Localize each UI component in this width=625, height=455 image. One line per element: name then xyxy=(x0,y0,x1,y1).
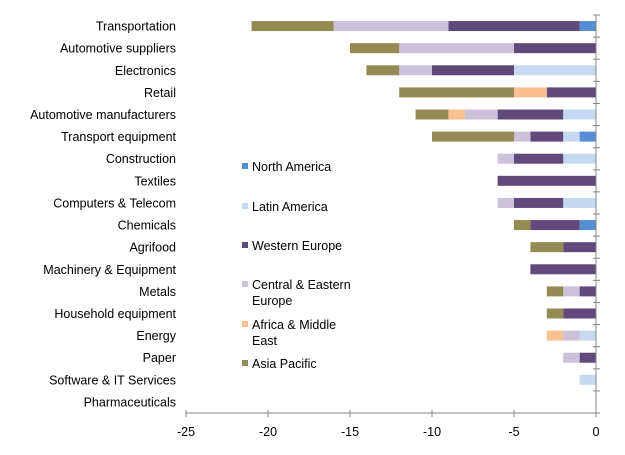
bar-segment xyxy=(497,153,514,164)
bar-segment xyxy=(514,197,564,208)
category-label: Construction xyxy=(106,152,176,166)
bar-segment xyxy=(530,242,564,253)
bar-segment xyxy=(530,131,564,142)
bar-segment xyxy=(399,43,514,54)
category-label: Textiles xyxy=(134,174,176,188)
category-label: Electronics xyxy=(115,64,176,78)
category-label: Machinery & Equipment xyxy=(43,263,176,277)
bar-segment xyxy=(546,330,564,341)
category-label: Chemicals xyxy=(118,219,176,233)
bar-segment xyxy=(563,286,580,297)
bar-segment xyxy=(366,65,400,76)
x-tick-label: -10 xyxy=(423,425,441,439)
legend-swatch xyxy=(242,321,248,327)
category-label: Paper xyxy=(143,351,176,365)
bar-segment xyxy=(514,65,596,76)
bar-segment xyxy=(579,352,596,363)
category-label: Automotive suppliers xyxy=(60,42,176,56)
legend-swatch xyxy=(242,163,248,169)
bar-segment xyxy=(579,374,596,385)
category-label: Automotive manufacturers xyxy=(30,108,176,122)
legend-label: Latin America xyxy=(252,200,328,214)
bar-segment xyxy=(546,308,564,319)
bar-segment xyxy=(563,197,596,208)
x-tick-label: 0 xyxy=(593,425,600,439)
category-label: Agrifood xyxy=(129,241,176,255)
bar-segment xyxy=(563,109,596,120)
category-label: Retail xyxy=(144,86,176,100)
bar-segment xyxy=(514,87,547,98)
category-label: Transport equipment xyxy=(61,130,176,144)
bar-segment xyxy=(563,308,596,319)
category-label: Transportation xyxy=(96,20,176,34)
bar-segment xyxy=(415,109,449,120)
bar-segment xyxy=(563,352,580,363)
bar-segment xyxy=(563,330,580,341)
legend-label: East xyxy=(252,334,278,348)
legend-label: Western Europe xyxy=(252,239,342,253)
bar-segment xyxy=(448,109,465,120)
bar-segment xyxy=(514,220,531,231)
bar-segment xyxy=(579,330,596,341)
category-label: Household equipment xyxy=(54,307,176,321)
bar-segment xyxy=(497,175,596,186)
legend-label: Africa & Middle xyxy=(252,318,336,332)
legend-swatch xyxy=(242,360,248,366)
category-label: Computers & Telecom xyxy=(53,196,176,210)
bar-segment xyxy=(514,153,564,164)
category-label: Metals xyxy=(139,285,176,299)
bar-segment xyxy=(432,131,514,142)
bar-segment xyxy=(579,220,596,231)
bar-segment xyxy=(563,153,596,164)
bar-segment xyxy=(432,65,514,76)
bar-segment xyxy=(530,264,596,275)
bar-segment xyxy=(546,286,564,297)
bar-segment xyxy=(399,87,514,98)
x-tick-label: -25 xyxy=(177,425,195,439)
bar-segment xyxy=(448,21,580,32)
bar-segment xyxy=(251,21,334,32)
legend-label: Asia Pacific xyxy=(252,357,317,371)
bar-segment xyxy=(530,220,580,231)
legend-label: Central & Eastern xyxy=(252,278,351,292)
bar-segment xyxy=(546,87,596,98)
bar-segment xyxy=(464,109,498,120)
legend-swatch xyxy=(242,242,248,248)
bar-segment xyxy=(350,43,400,54)
legend-label: Europe xyxy=(252,294,292,308)
bar-segment xyxy=(497,109,564,120)
category-label: Software & IT Services xyxy=(49,373,176,387)
category-label: Pharmaceuticals xyxy=(84,395,176,409)
bar-segment xyxy=(579,131,596,142)
category-label: Energy xyxy=(136,329,176,343)
x-tick-label: -5 xyxy=(508,425,519,439)
bar-segment xyxy=(579,21,596,32)
legend-swatch xyxy=(242,203,248,209)
bar-segment xyxy=(514,131,531,142)
x-tick-label: -20 xyxy=(259,425,277,439)
bar-segment xyxy=(399,65,432,76)
bar-segment xyxy=(497,197,514,208)
x-tick-label: -15 xyxy=(341,425,359,439)
legend-label: North America xyxy=(252,160,331,174)
bar-segment xyxy=(563,131,580,142)
bar-segment xyxy=(579,286,596,297)
legend-swatch xyxy=(242,281,248,287)
bar-segment xyxy=(333,21,449,32)
bar-segment xyxy=(514,43,596,54)
bar-segment xyxy=(563,242,596,253)
